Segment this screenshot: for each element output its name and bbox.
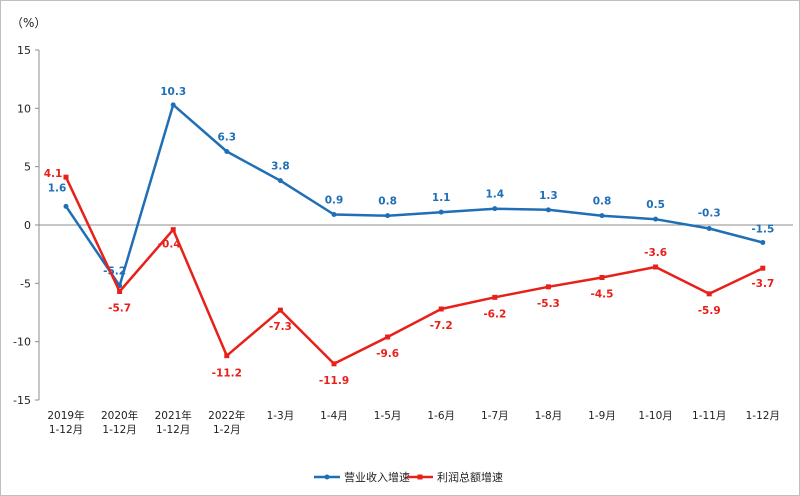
legend-item-2: 利润总额增速	[407, 470, 503, 484]
data-point	[706, 291, 712, 297]
axes: -15 -10 -5 0 5 10 15 2019年 1-12月 2020年 1-12月 2021年 1…	[13, 44, 793, 436]
x-tick-label: 1-7月	[481, 410, 509, 422]
data-label: 0.8	[378, 196, 397, 208]
data-point	[492, 206, 498, 212]
y-tick-label: 0	[24, 219, 31, 232]
x-tick-label: 1-5月	[374, 410, 402, 422]
data-point	[170, 102, 176, 108]
data-label: 0.8	[593, 196, 612, 208]
x-tick-label: 1-11月	[692, 410, 726, 422]
data-point	[331, 361, 337, 367]
data-point	[170, 227, 176, 233]
data-point	[599, 213, 605, 219]
data-label: -5.3	[537, 298, 560, 310]
data-point	[760, 240, 766, 245]
x-tick-label: 1-8月	[535, 410, 563, 422]
data-point	[653, 216, 659, 222]
data-point	[385, 334, 391, 340]
legend-label: 营业收入增速	[344, 470, 410, 484]
data-label: -3.6	[644, 247, 667, 259]
data-point	[545, 207, 551, 213]
data-point	[706, 226, 712, 231]
data-label: 3.8	[271, 161, 290, 173]
data-label: -0.4	[158, 239, 181, 251]
data-point	[599, 275, 605, 280]
data-label: -0.3	[698, 208, 721, 220]
x-tick-label: 1-12月	[746, 410, 780, 422]
y-tick-label: -10	[13, 336, 31, 349]
data-label: -1.5	[751, 224, 774, 236]
data-label: 1.4	[485, 189, 504, 201]
data-point	[438, 209, 444, 215]
data-label: 4.1	[44, 168, 63, 180]
data-label: 1.1	[432, 192, 451, 204]
data-label: -7.2	[430, 320, 453, 332]
data-label: 0.9	[325, 195, 344, 207]
data-point	[277, 307, 283, 313]
data-label: -11.9	[319, 375, 349, 387]
data-point	[117, 289, 123, 294]
data-label: -6.2	[483, 308, 506, 320]
y-tick-label: 5	[24, 161, 31, 174]
x-tick-label: 2019年 1-12月	[47, 409, 84, 436]
data-label: 1.3	[539, 190, 558, 202]
series-line	[64, 103, 764, 287]
data-point	[545, 284, 551, 290]
legend-marker	[417, 474, 423, 480]
data-point	[63, 203, 69, 209]
data-point	[492, 294, 498, 300]
data-label: -5.9	[698, 305, 721, 317]
series-2: 4.1 -5.7 -0.4 -11.2 -7.3 -11.9 -9.6 -7.2 -6.2 -5.…	[44, 168, 775, 387]
legend: 营业收入增速 利润总额增速	[314, 470, 503, 484]
x-tick-label: 2021年 1-12月	[155, 409, 192, 436]
data-point	[277, 178, 283, 184]
data-label: -7.3	[269, 321, 292, 333]
series-line	[64, 176, 764, 366]
data-point	[224, 149, 230, 154]
data-label: 0.5	[646, 199, 665, 211]
data-label: -11.2	[212, 368, 242, 380]
data-label: -4.5	[591, 289, 614, 301]
y-axis-unit-label: （%）	[11, 16, 46, 30]
data-label: 1.6	[48, 182, 67, 194]
x-tick-label: 1-10月	[638, 410, 672, 422]
data-point	[438, 306, 444, 312]
y-tick-label: 10	[17, 102, 31, 115]
y-tick-label: 15	[17, 44, 31, 57]
y-tick-label: -15	[13, 394, 31, 407]
x-tick-label: 1-9月	[588, 410, 616, 422]
data-label: -5.7	[108, 303, 131, 315]
x-tick-label: 1-3月	[267, 410, 295, 422]
legend-marker	[324, 474, 330, 480]
data-label: 10.3	[160, 86, 186, 98]
data-point	[63, 174, 69, 180]
data-point	[385, 213, 391, 219]
series-layer: 1.6 -5.2 10.3 6.3 3.8 0.9 0.8 1.1 1.4 1.3 0.8 0.5 -0…	[44, 86, 775, 387]
x-tick-label: 2020年 1-12月	[101, 409, 138, 436]
data-point	[760, 265, 766, 271]
data-point	[653, 264, 659, 270]
data-label: 6.3	[217, 132, 236, 144]
data-point	[331, 212, 337, 217]
data-label: -5.2	[103, 266, 126, 278]
legend-item-1: 营业收入增速	[314, 470, 410, 484]
y-tick-label: -5	[20, 277, 31, 290]
x-tick-label: 1-6月	[427, 410, 455, 422]
data-label: -9.6	[376, 348, 399, 360]
series-1: 1.6 -5.2 10.3 6.3 3.8 0.9 0.8 1.1 1.4 1.3 0.8 0.5 -0…	[48, 86, 774, 289]
x-tick-label: 1-4月	[320, 410, 348, 422]
legend-label: 利润总额增速	[437, 470, 503, 484]
data-label: -3.7	[751, 278, 774, 290]
x-tick-label: 2022年 1-2月	[208, 409, 245, 436]
data-point	[224, 353, 230, 359]
